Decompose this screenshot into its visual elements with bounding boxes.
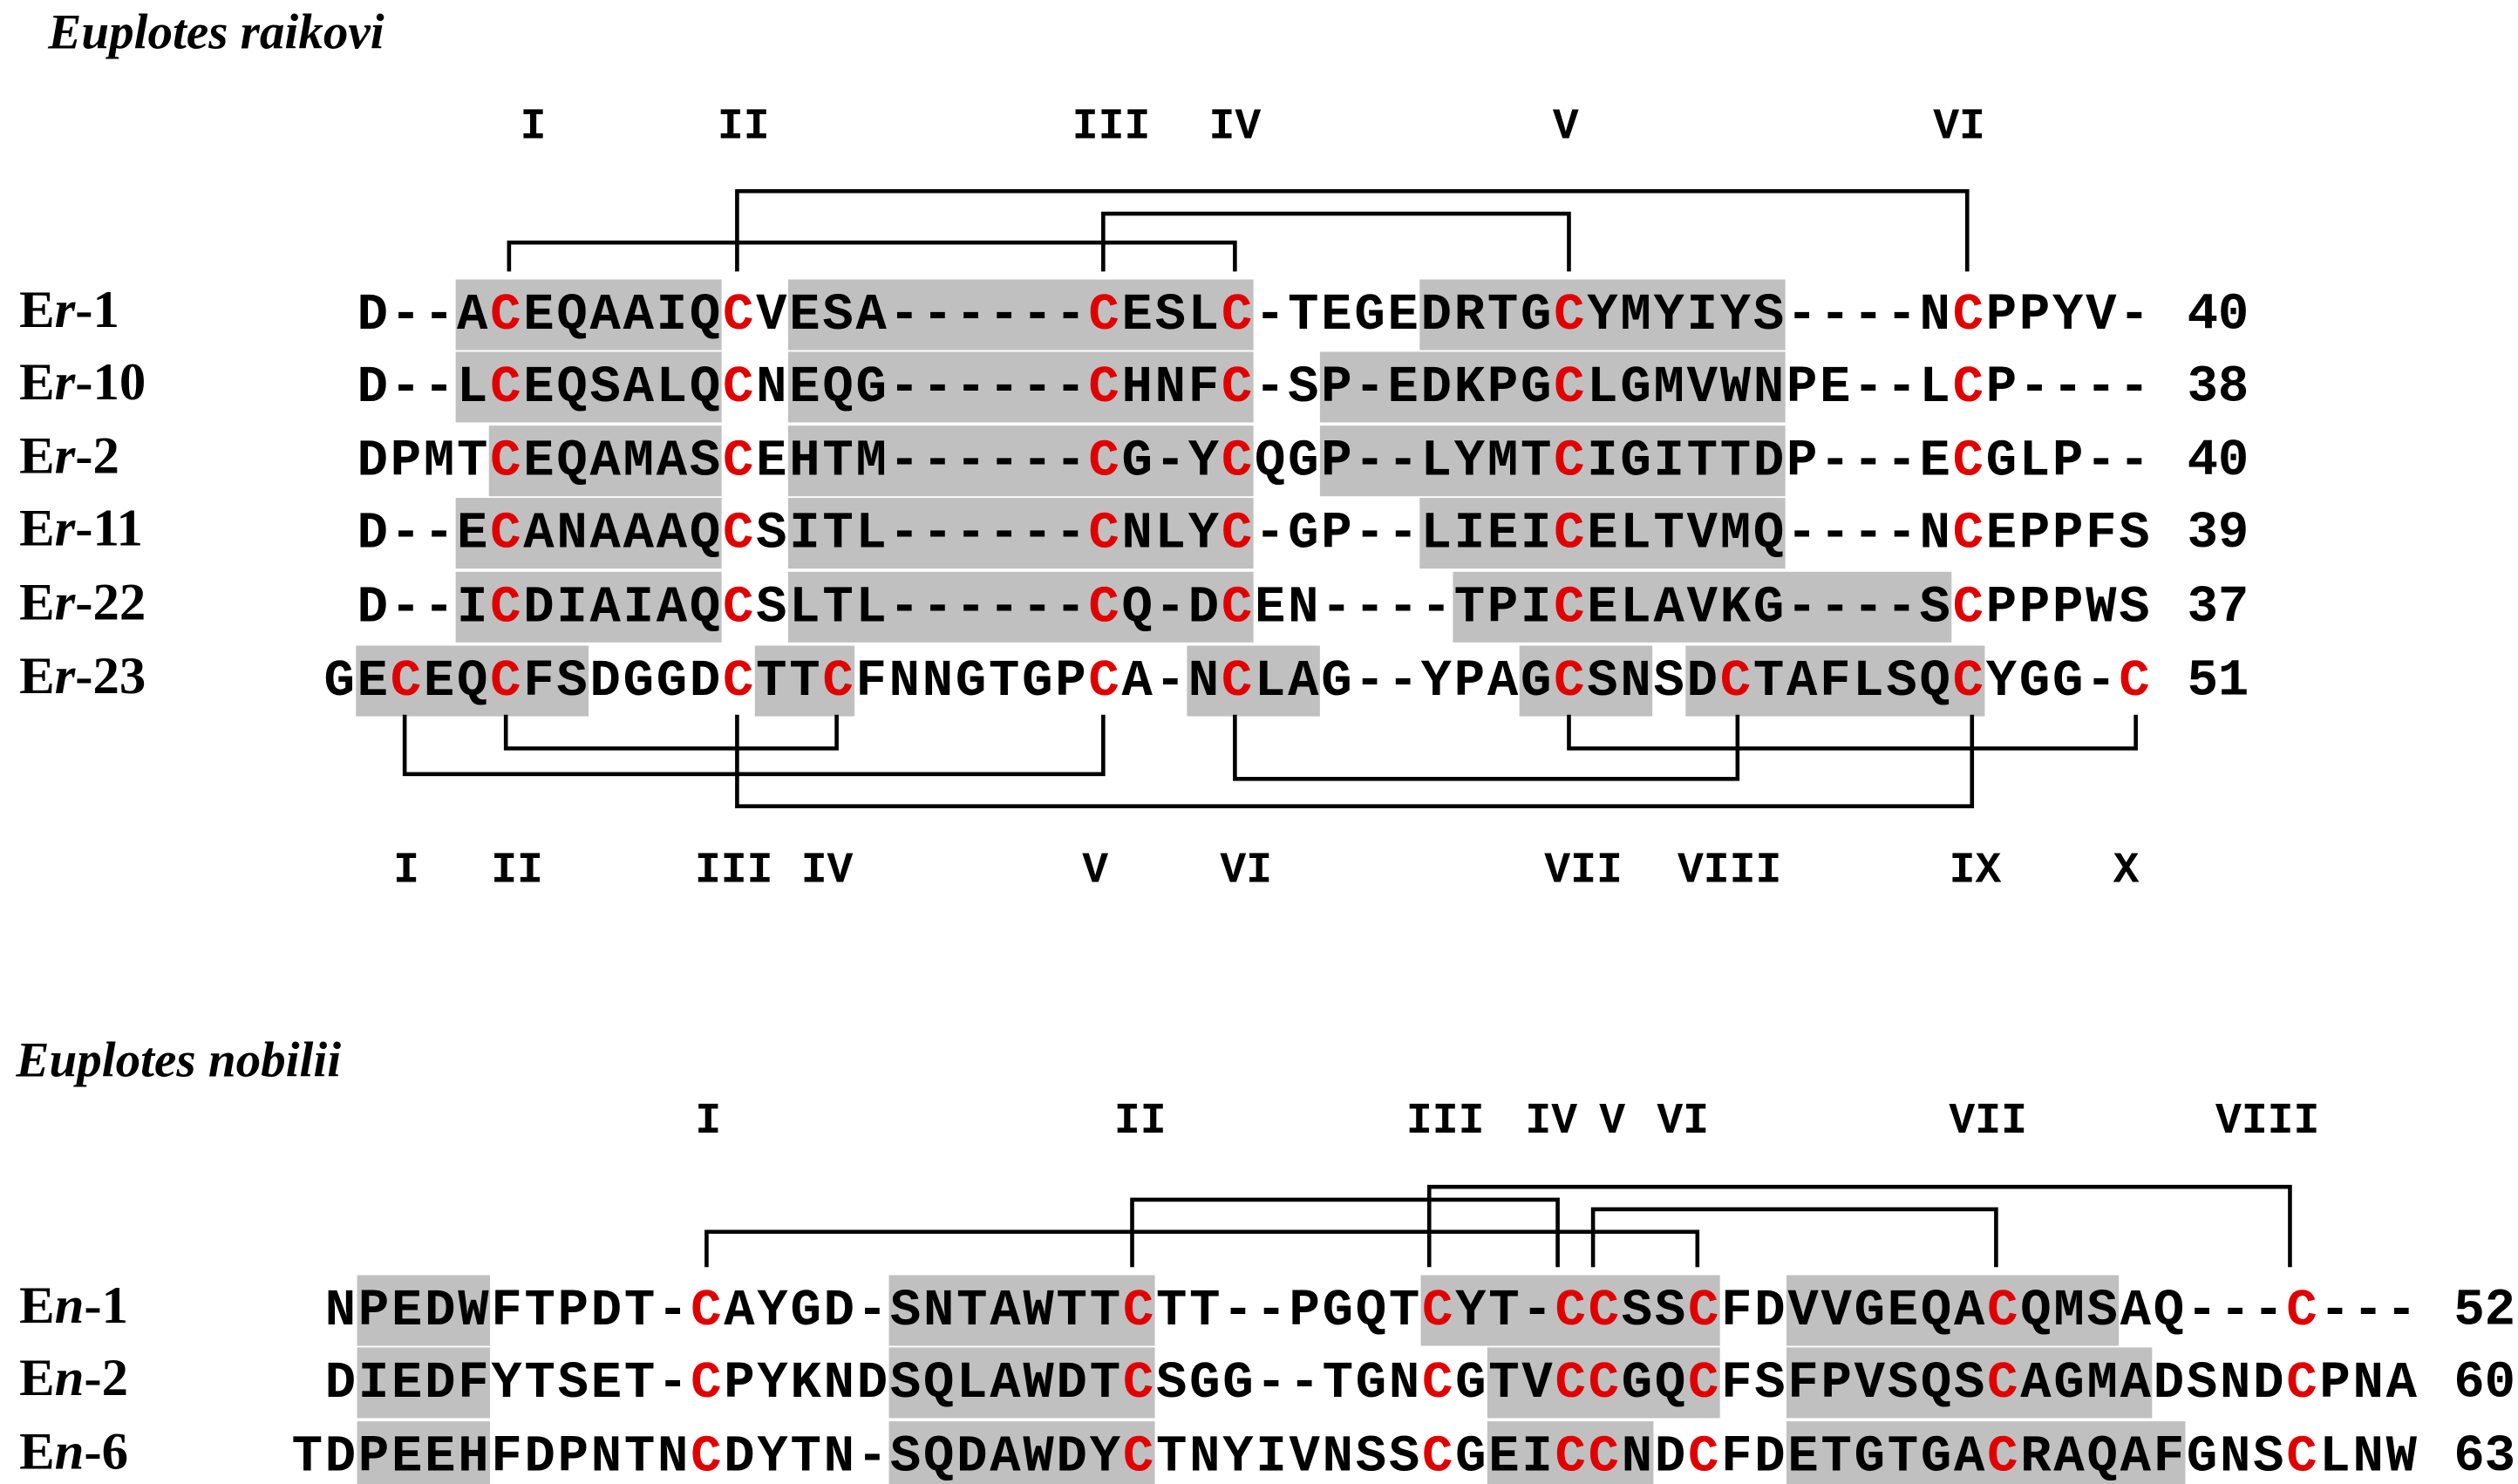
shaded-region: [1786, 1347, 2153, 1419]
sequence-name: Er-23: [19, 647, 146, 705]
sequence: D--ICDIAIAQCSLTL------CQ-DCEN----TPICELA…: [357, 578, 2150, 636]
shaded-region: [488, 425, 722, 497]
shaded-region: [888, 1347, 1155, 1419]
sequence-name: Er-11: [19, 500, 143, 558]
sequence: NPEDWFTPDT-CAYGD-SNTAWTTCTT--PGQTCYT-CCS…: [325, 1282, 2417, 1340]
cysteine-label: VIII: [2215, 1097, 2319, 1146]
sequence: D--ACEQAAIQCVESA------CESLC-TEGEDRTGCYMY…: [357, 286, 2150, 344]
bracket: [402, 714, 1106, 777]
shaded-region: [787, 279, 1254, 351]
shaded-region: [1187, 645, 1320, 717]
sequence-name: En-6: [19, 1423, 128, 1481]
cysteine-label: IV: [801, 846, 854, 895]
cysteine-label: IV: [1525, 1097, 1577, 1146]
shaded-region: [356, 645, 589, 717]
cysteine-label: III: [1406, 1097, 1485, 1146]
shaded-region: [787, 351, 1254, 423]
brackets: [402, 188, 2292, 1268]
shaded-region: [1487, 1421, 1654, 1484]
bracket: [507, 240, 1237, 272]
shaded-region: [1786, 1421, 2186, 1484]
shaded-region: [1419, 498, 1786, 569]
sequence-length: 40: [2188, 432, 2249, 490]
shaded-region: [1519, 645, 1653, 717]
cysteine-label: II: [718, 103, 770, 152]
cysteine-label: VII: [1544, 846, 1623, 895]
sequence-name: Er-1: [19, 281, 119, 339]
sequence: D--ECANAAAQCSITL------CNLYC-GP--LIEICELT…: [357, 504, 2150, 562]
bracket: [1426, 1184, 2292, 1268]
cysteine-label: V: [1553, 103, 1579, 152]
shaded-region: [888, 1421, 1155, 1484]
shaded-region: [1786, 1275, 2120, 1346]
bracket: [1567, 714, 2138, 751]
sequence: GECEQCFSDGGDCTTCFNNGTGPCA-NCLAG--YPAGCSN…: [324, 652, 2150, 711]
cysteine-label: I: [521, 103, 547, 152]
cysteine-label: VIII: [1678, 846, 1781, 895]
shaded-region: [754, 645, 855, 717]
sequence-name: Er-10: [19, 353, 146, 412]
shaded-region: [787, 425, 1254, 497]
sequence-length: 52: [2453, 1282, 2515, 1340]
shaded-region: [357, 1275, 491, 1346]
cysteine-label: II: [1114, 1097, 1167, 1146]
sequence-name: En-2: [19, 1349, 128, 1407]
bracket: [1590, 1207, 1998, 1268]
shaded-region: [455, 351, 722, 423]
sequence-length: 40: [2188, 286, 2249, 344]
sequence-length: 37: [2188, 578, 2249, 636]
cysteine-label: IX: [1950, 846, 2002, 895]
cysteine-label: I: [393, 846, 419, 895]
cysteine-label: VI: [1657, 1097, 1709, 1146]
shaded-region: [787, 498, 1254, 569]
cysteine-label: I: [695, 1097, 721, 1146]
sequence-length: 51: [2188, 652, 2249, 711]
cysteine-label: VI: [1220, 846, 1272, 895]
sequence: DPMTCEQAMASCEHTM------CG-YCQGP--LYMTCIGI…: [357, 432, 2150, 490]
shaded-region: [1419, 279, 1786, 351]
shaded-region: [1685, 645, 1985, 717]
sequence-name: Er-22: [19, 573, 146, 631]
shaded-region: [1420, 1275, 1720, 1346]
bracket: [704, 1229, 1700, 1268]
sequence-name: Er-2: [19, 427, 119, 486]
sequence: TDPEEHFDPNTNCDYTN-SQDAWDYCTNYIVNSSCGEICC…: [292, 1427, 2418, 1484]
sequence-name: En-1: [19, 1276, 128, 1335]
cysteine-label: X: [2113, 846, 2140, 895]
species-title: Euplotes raikovi: [47, 5, 384, 60]
sequence-length: 38: [2188, 358, 2249, 417]
sequence-length: 63: [2453, 1427, 2515, 1484]
shaded-region: [1453, 571, 1952, 643]
cysteine-label: IV: [1209, 103, 1262, 152]
bracket: [503, 714, 839, 751]
cysteine-label: V: [1599, 1097, 1625, 1146]
shaded-region: [1319, 351, 1786, 423]
bracket: [735, 714, 1975, 808]
shaded-region: [1487, 1347, 1720, 1419]
cysteine-label: II: [491, 846, 543, 895]
sequence: DIEDFYTSET-CPYKNDSQLAWDTCSGG--TGNCGTVCCG…: [325, 1353, 2418, 1412]
shaded-region: [455, 498, 722, 569]
shaded-region: [787, 571, 1254, 643]
species-title: Euplotes nobilii: [15, 1032, 341, 1087]
cysteine-label: III: [695, 846, 773, 895]
cysteine-label: V: [1082, 846, 1108, 895]
shaded-region: [455, 571, 722, 643]
shading: [356, 279, 2186, 1484]
shaded-region: [1319, 425, 1786, 497]
cysteine-label: VII: [1949, 1097, 2027, 1146]
shaded-region: [455, 279, 722, 351]
sequence-length: 39: [2188, 504, 2249, 562]
cysteine-label: III: [1072, 103, 1151, 152]
sequence: D--LCEQSALQCNEQG------CHNFC-SP-EDKPGCLGM…: [357, 358, 2150, 417]
shaded-region: [357, 1347, 491, 1419]
shaded-region: [888, 1275, 1155, 1346]
shaded-region: [357, 1421, 491, 1484]
sequence-length: 60: [2453, 1353, 2515, 1412]
bracket: [735, 188, 1970, 272]
cysteine-label: VI: [1933, 103, 1985, 152]
